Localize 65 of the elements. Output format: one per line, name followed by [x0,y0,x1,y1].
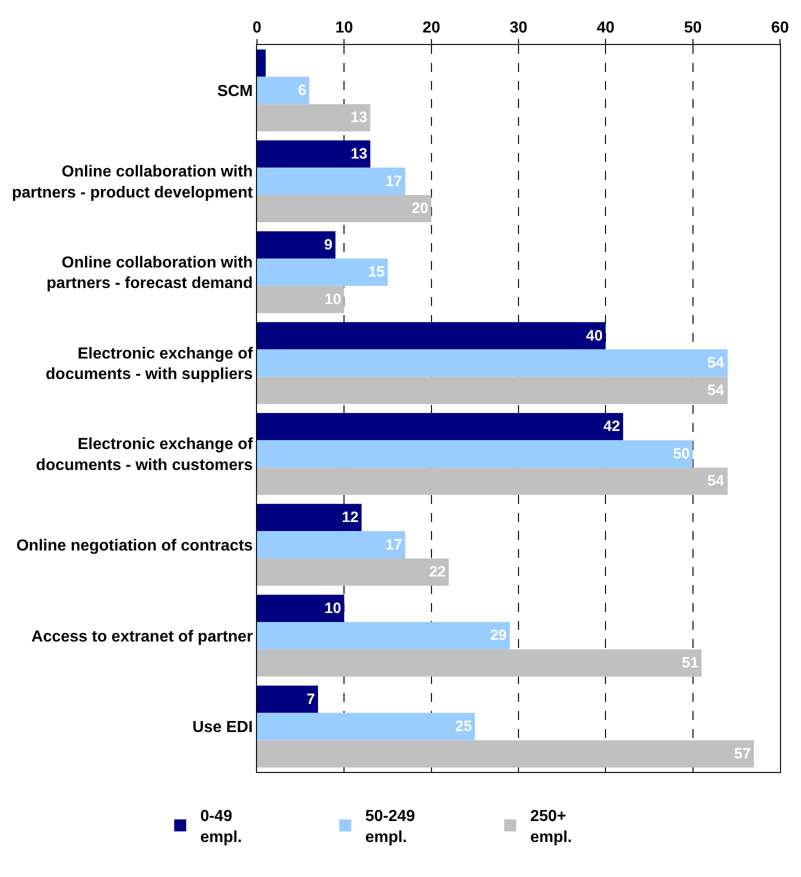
legend-label: 250+ empl. [530,808,572,846]
bar [257,376,728,404]
bar [257,286,344,314]
data-label: 20 [412,200,428,218]
data-label: 13 [350,146,368,163]
bar [257,194,432,222]
x-tick-label: 60 [771,20,789,37]
data-label: 17 [385,536,402,554]
bar [257,413,624,440]
data-label: 57 [734,745,751,762]
data-label: 10 [324,600,342,617]
x-tick-label: 50 [684,20,702,37]
data-label: 29 [490,627,507,644]
y-tick-label: Online negotiation of contracts [16,537,253,554]
bar [257,258,388,286]
x-tick-label: 20 [422,20,440,37]
data-label: 13 [350,109,368,126]
bar [257,322,606,350]
bar [257,649,702,677]
bar [257,76,310,104]
bar [257,349,728,377]
y-tick-label: Use EDI [192,719,253,736]
x-tick-label: 10 [335,20,354,37]
bar [257,712,475,740]
data-label: 50 [673,445,690,462]
data-label: 6 [298,82,306,99]
data-label: 54 [707,354,725,372]
data-label: 42 [603,418,620,436]
bar [257,686,318,713]
legend-label: 50-249 empl. [365,808,416,846]
y-tick-label: Electronic exchange of documents - with suppliers [46,345,254,384]
bar [257,140,370,168]
bar [257,168,406,195]
bar [257,468,728,495]
y-tick-label: Access to extranet of partner [31,628,253,646]
data-label: 12 [342,509,359,526]
bar [257,622,510,650]
y-tick-label: Online collaboration with partners - product development [12,164,254,202]
y-tick-label: Online collaboration with partners - forecast demand [46,254,253,292]
bar [257,531,406,558]
bar [257,231,336,259]
bar [257,740,754,768]
data-label: 10 [324,290,342,308]
data-label: 51 [682,654,699,672]
bar [257,50,266,77]
x-tick-label: 30 [510,20,528,37]
data-label: 54 [707,382,725,399]
data-label: 40 [586,327,603,344]
data-label: 17 [385,172,402,190]
x-tick-label: 40 [596,20,615,37]
legend-label: 0-49 empl. [200,808,242,846]
bar [257,558,449,586]
y-tick-label: SCM [217,83,253,100]
x-tick-label: 0 [252,20,262,37]
data-label: 7 [306,690,316,708]
bar [257,594,344,622]
bar [257,504,362,532]
data-label: 9 [324,236,332,254]
bar [257,440,693,468]
data-label: 54 [707,472,725,490]
bar [257,104,370,132]
data-label: 15 [368,264,385,281]
data-label: 25 [455,718,472,736]
data-label: 22 [429,564,446,581]
y-tick-label: Electronic exchange of documents - with customers [36,436,254,474]
